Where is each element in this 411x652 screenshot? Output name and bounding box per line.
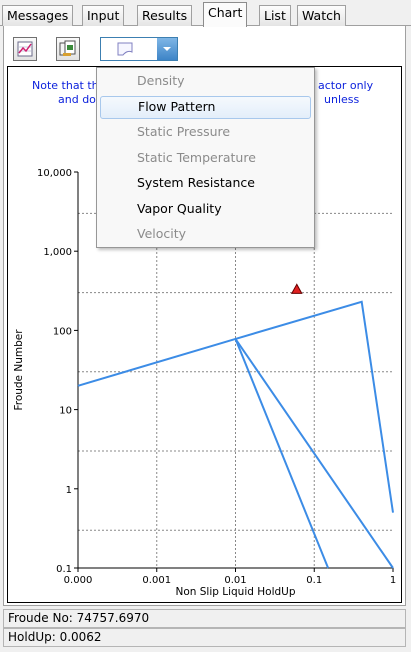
menu-item-density: Density: [137, 73, 185, 88]
y-tick-label: 10: [59, 406, 72, 417]
note-line1-left: Note that th: [32, 79, 99, 92]
copy-icon: [59, 40, 76, 56]
tab-bar: Messages Input Results Chart List Watch: [0, 0, 411, 27]
y-tick-label: 1,000: [43, 247, 72, 258]
tab-chart[interactable]: Chart: [203, 2, 248, 27]
copy-chart-button[interactable]: [56, 37, 80, 61]
series-line-1: [77, 300, 394, 513]
menu-item-velocity: Velocity: [137, 226, 187, 241]
chart-view-button[interactable]: [13, 37, 37, 61]
tab-watch[interactable]: Watch: [297, 5, 346, 26]
chart-icon: [17, 41, 33, 57]
series-line-2: [234, 338, 330, 569]
menu-item-vapor-quality[interactable]: Vapor Quality: [137, 200, 222, 216]
chevron-down-icon[interactable]: [157, 38, 177, 60]
chart-type-dropdown[interactable]: [100, 37, 178, 61]
menu-item-flow-pattern[interactable]: Flow Pattern: [100, 95, 311, 119]
x-tick-label: 1: [390, 575, 396, 586]
note-line2-right: unless: [324, 93, 360, 106]
x-axis-label: Non Slip Liquid HoldUp: [175, 586, 295, 598]
operating-point-marker: [290, 283, 303, 294]
y-axis-label: Froude Number: [13, 329, 25, 411]
status-holdup: HoldUp: 0.0062: [3, 628, 406, 647]
tab-messages[interactable]: Messages: [2, 5, 74, 26]
tab-results[interactable]: Results: [137, 5, 193, 26]
x-tick-label: 0.01: [224, 575, 246, 586]
status-froude: Froude No: 74757.6970: [3, 609, 406, 628]
x-tick-label: 0.001: [142, 575, 171, 586]
note-line1-right: actor only: [318, 79, 374, 92]
series-line-3: [234, 338, 394, 569]
tab-list[interactable]: List: [259, 5, 291, 26]
chart-type-menu: Density Flow Pattern Static Pressure Static…: [96, 67, 315, 248]
note-line2-left: and doe: [58, 93, 103, 106]
menu-item-static-pressure: Static Pressure: [137, 124, 231, 139]
y-tick-label: 0.1: [56, 564, 72, 575]
y-tick-label: 100: [53, 326, 72, 337]
tab-input[interactable]: Input: [82, 5, 125, 26]
menu-item-system-resistance[interactable]: System Resistance: [137, 175, 255, 190]
x-tick-label: 0.000: [64, 575, 93, 586]
x-tick-label: 0.1: [306, 575, 322, 586]
chart-note: Note that th actor only and doe unless: [8, 79, 403, 107]
flow-pattern-icon: [117, 42, 133, 56]
y-tick-label: 10,000: [37, 168, 72, 179]
y-tick-label: 1: [66, 485, 72, 496]
menu-item-static-temperature: Static Temperature: [137, 149, 256, 165]
